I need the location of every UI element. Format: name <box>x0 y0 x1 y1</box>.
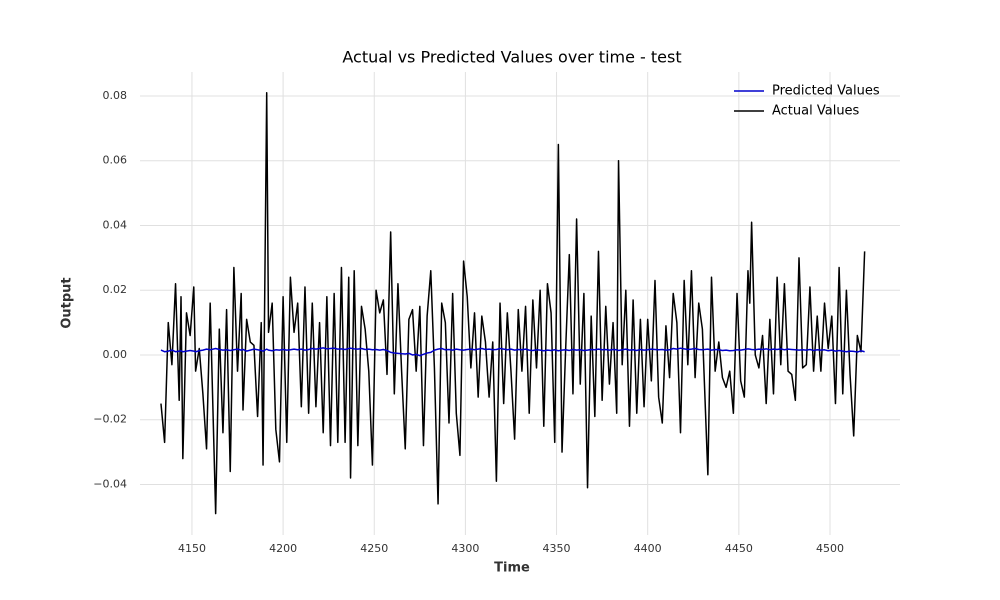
y-axis-label: Output <box>60 277 75 328</box>
x-tick-label: 4450 <box>725 542 753 555</box>
y-tick-label: 0.06 <box>103 154 128 167</box>
y-tick-label: 0.00 <box>103 348 128 361</box>
y-tick-label: 0.02 <box>103 283 128 296</box>
x-tick-label: 4250 <box>360 542 388 555</box>
x-tick-label: 4150 <box>178 542 206 555</box>
x-tick-label: 4350 <box>543 542 571 555</box>
legend-label: Predicted Values <box>772 84 880 99</box>
series-line <box>160 347 865 357</box>
y-tick-label: 0.08 <box>103 89 128 102</box>
x-axis-label: Time <box>494 561 530 576</box>
series-line <box>160 91 866 515</box>
y-tick-label: −0.02 <box>93 413 127 426</box>
x-tick-label: 4400 <box>634 542 662 555</box>
x-tick-label: 4200 <box>269 542 297 555</box>
y-tick-label: −0.04 <box>93 477 127 490</box>
legend-label: Actual Values <box>772 104 860 119</box>
x-tick-label: 4500 <box>816 542 844 555</box>
y-tick-label: 0.04 <box>103 218 128 231</box>
chart-title: Actual vs Predicted Values over time - t… <box>342 48 681 67</box>
x-tick-label: 4300 <box>451 542 479 555</box>
